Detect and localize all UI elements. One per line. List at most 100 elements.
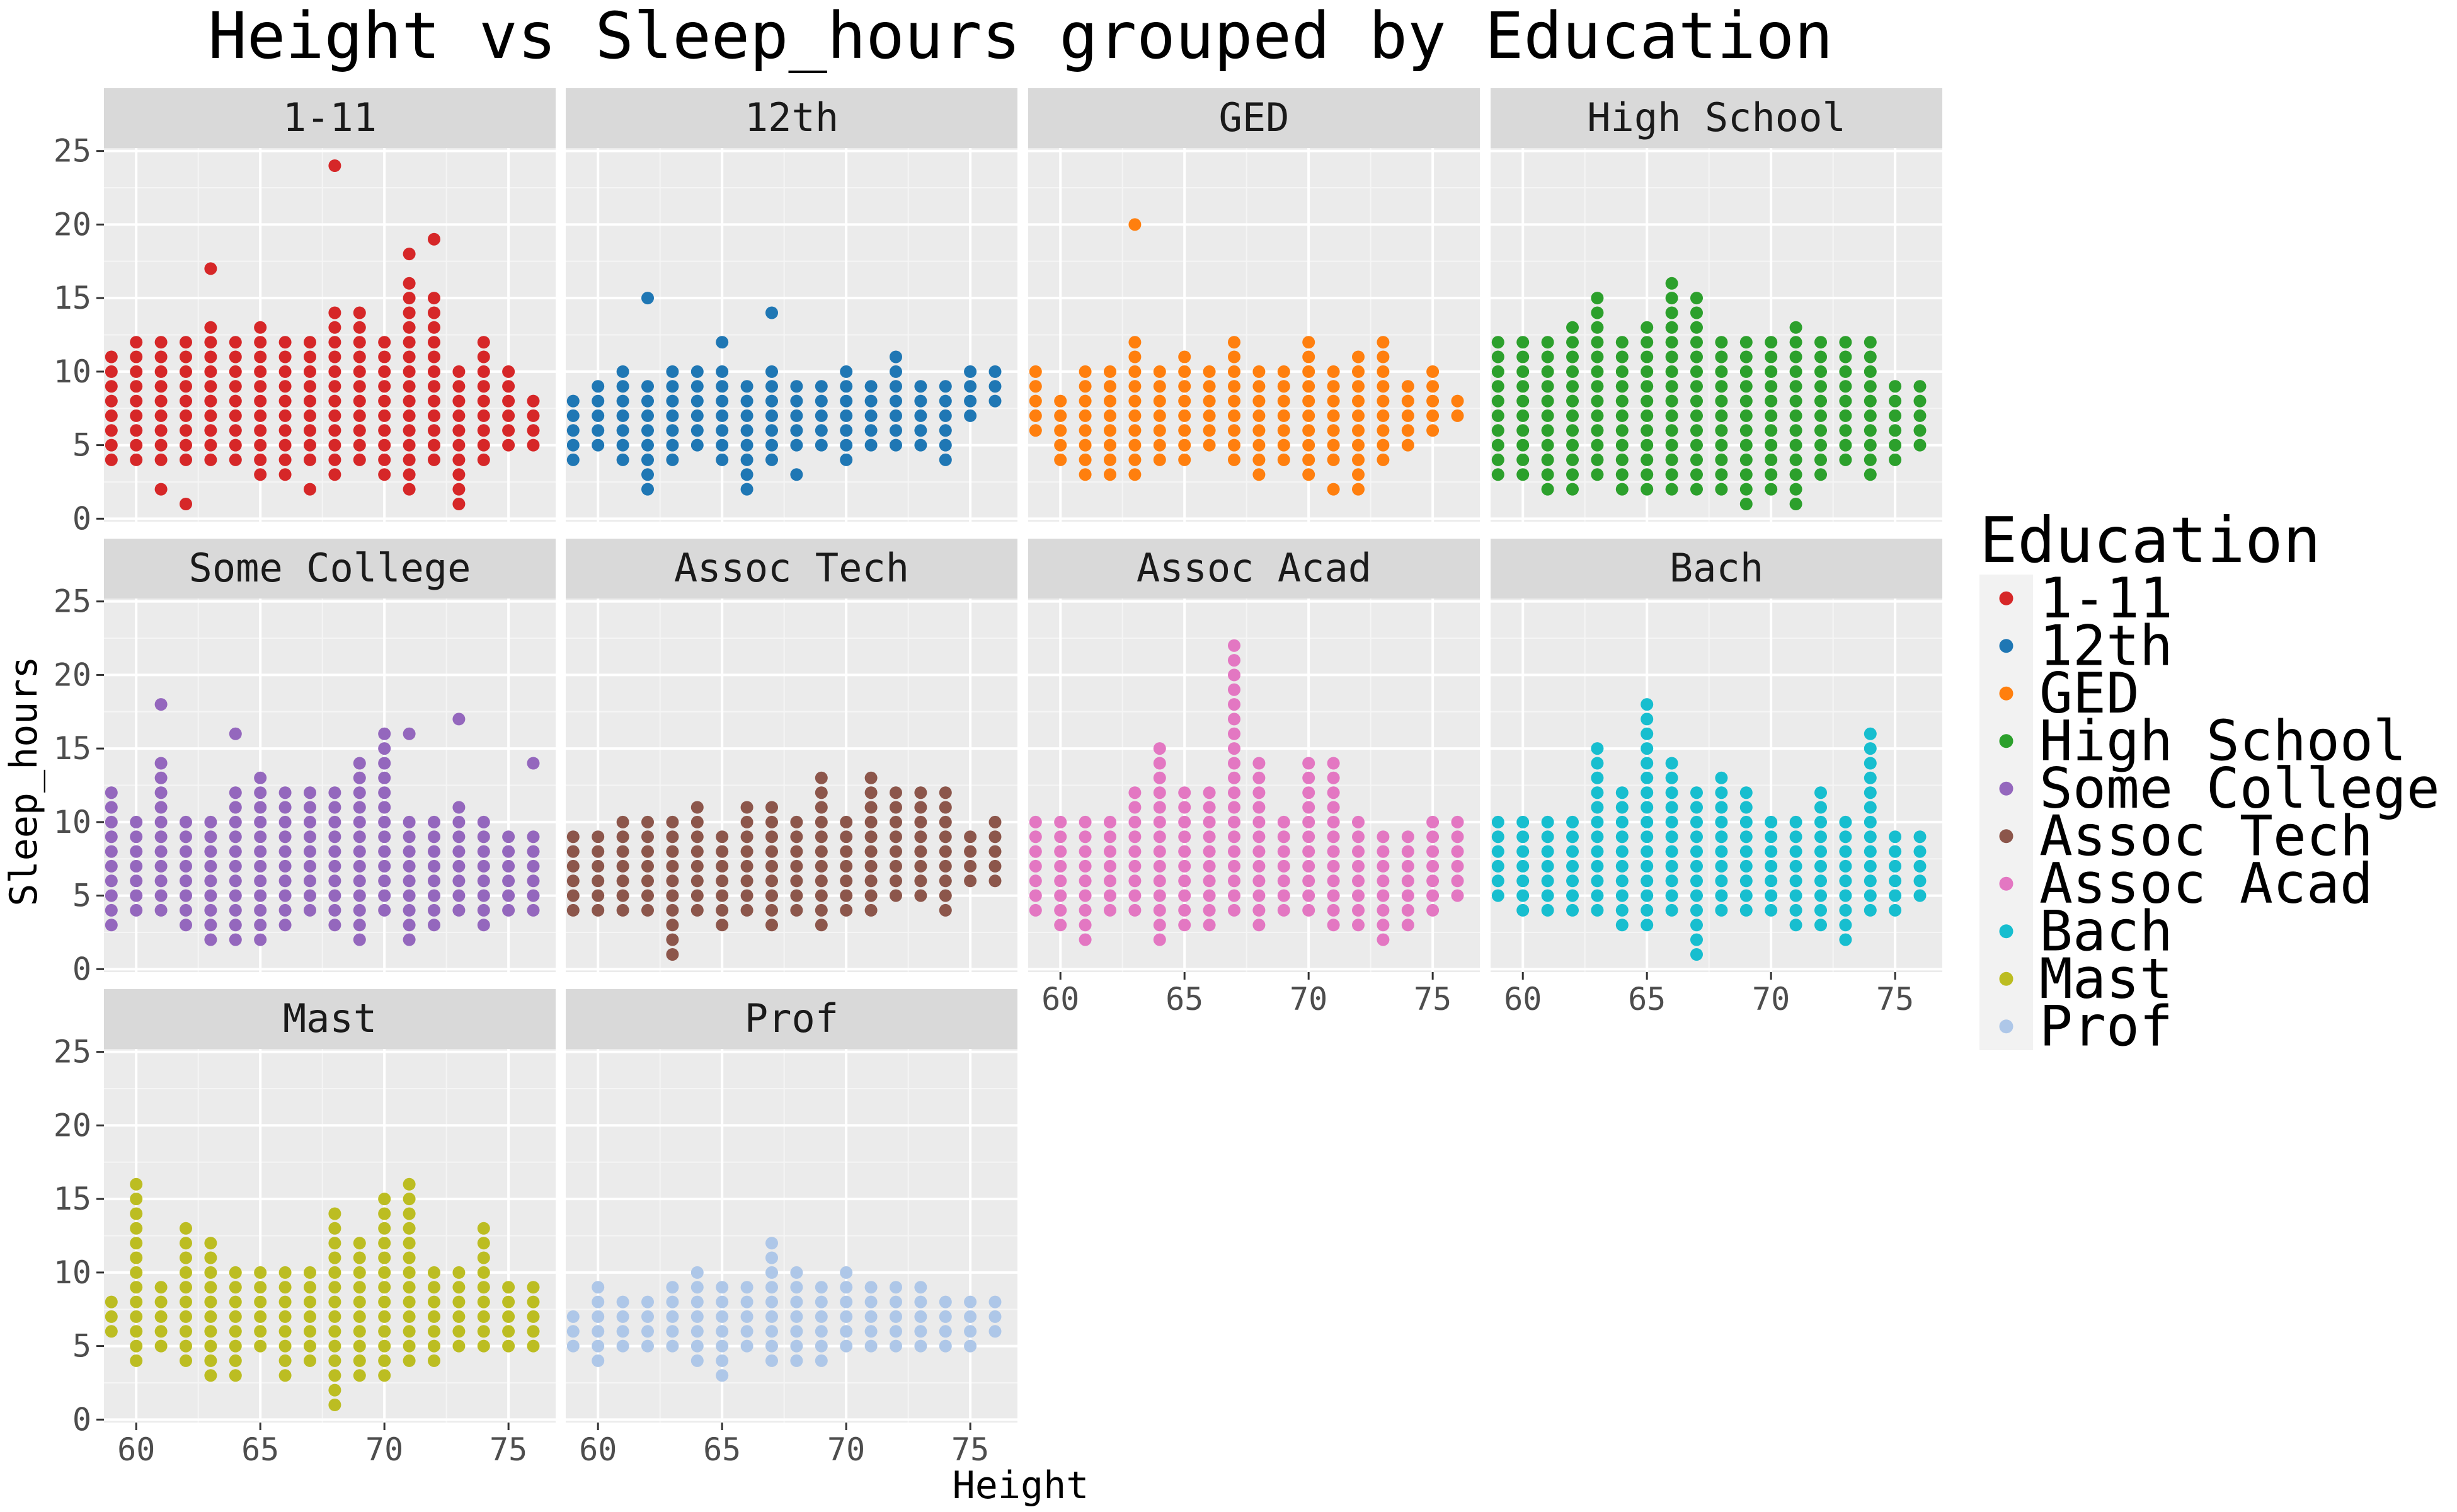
data-point	[378, 1266, 391, 1279]
facet-strip	[104, 989, 556, 1049]
data-point	[1327, 903, 1340, 917]
data-point	[1591, 438, 1604, 452]
data-point	[477, 380, 490, 393]
data-point	[378, 438, 391, 452]
data-point	[403, 277, 416, 290]
data-point	[278, 874, 292, 888]
data-point	[428, 350, 440, 364]
data-point	[254, 336, 267, 349]
data-point	[1228, 424, 1240, 437]
data-point	[592, 380, 605, 393]
data-point	[939, 801, 952, 814]
data-point	[864, 438, 878, 452]
data-point	[1864, 801, 1877, 814]
data-point	[1451, 815, 1464, 828]
data-point	[765, 1266, 778, 1279]
data-point	[1054, 409, 1067, 422]
data-point	[452, 394, 466, 408]
data-point	[304, 801, 316, 814]
data-point	[1277, 889, 1290, 902]
data-point	[765, 394, 778, 408]
data-point	[1228, 889, 1240, 902]
legend-marker	[1999, 971, 2013, 986]
data-point	[1153, 757, 1166, 770]
data-point	[840, 1281, 853, 1294]
data-point	[403, 1177, 416, 1191]
data-point	[1029, 889, 1042, 902]
data-point	[1814, 830, 1827, 844]
data-point	[716, 859, 729, 873]
data-point	[1277, 830, 1290, 844]
data-point	[304, 438, 316, 452]
data-point	[1104, 409, 1116, 422]
data-point	[716, 1295, 729, 1309]
data-point	[616, 1339, 629, 1353]
data-point	[502, 394, 515, 408]
data-point	[452, 1325, 466, 1338]
data-point	[1814, 801, 1827, 814]
data-point	[204, 919, 217, 932]
data-point	[716, 889, 729, 902]
data-point	[1641, 424, 1654, 437]
data-point	[1615, 336, 1629, 349]
data-point	[403, 874, 416, 888]
data-point	[964, 380, 977, 393]
data-point	[1641, 409, 1654, 422]
data-point	[1128, 424, 1142, 437]
data-point	[1591, 453, 1604, 466]
data-point	[1690, 889, 1703, 902]
data-point	[527, 903, 540, 917]
data-point	[1665, 365, 1678, 378]
data-point	[105, 859, 118, 873]
data-point	[378, 1295, 391, 1309]
data-point	[716, 1281, 729, 1294]
data-point	[328, 409, 341, 422]
data-point	[254, 933, 267, 946]
data-point	[1054, 394, 1067, 408]
data-point	[105, 1295, 118, 1309]
data-point	[1277, 903, 1290, 917]
data-point	[765, 903, 778, 917]
data-point	[1739, 350, 1753, 364]
data-point	[452, 713, 466, 726]
data-point	[1401, 845, 1414, 858]
data-point	[1054, 438, 1067, 452]
data-point	[353, 1325, 366, 1338]
data-point	[477, 453, 490, 466]
data-point	[840, 409, 853, 422]
data-point	[1641, 394, 1654, 408]
data-point	[328, 815, 341, 828]
data-point	[740, 830, 753, 844]
data-point	[765, 365, 778, 378]
data-point	[1641, 801, 1654, 814]
data-point	[765, 801, 778, 814]
data-point	[1178, 350, 1191, 364]
data-point	[1054, 424, 1067, 437]
data-point	[1352, 889, 1365, 902]
data-point	[1566, 468, 1579, 481]
data-point	[790, 889, 803, 902]
data-point	[229, 919, 242, 932]
data-point	[1715, 438, 1728, 452]
data-point	[1690, 919, 1703, 932]
data-point	[1541, 468, 1554, 481]
data-point	[1690, 801, 1703, 814]
data-point	[1054, 830, 1067, 844]
data-point	[964, 409, 977, 422]
data-point	[328, 336, 341, 349]
data-point	[890, 889, 902, 902]
data-point	[229, 786, 242, 799]
data-point	[477, 1339, 490, 1353]
data-point	[690, 874, 704, 888]
data-point	[1104, 438, 1116, 452]
data-point	[1516, 468, 1530, 481]
data-point	[378, 1369, 391, 1382]
data-point	[1690, 365, 1703, 378]
data-point	[1641, 859, 1654, 873]
data-point	[1615, 786, 1629, 799]
data-point	[1641, 727, 1654, 740]
data-point	[641, 380, 654, 393]
data-point	[641, 874, 654, 888]
data-point	[1178, 365, 1191, 378]
data-point	[328, 1369, 341, 1382]
